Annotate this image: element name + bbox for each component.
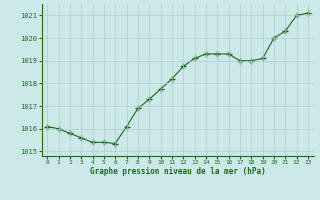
X-axis label: Graphe pression niveau de la mer (hPa): Graphe pression niveau de la mer (hPa) (90, 167, 266, 176)
